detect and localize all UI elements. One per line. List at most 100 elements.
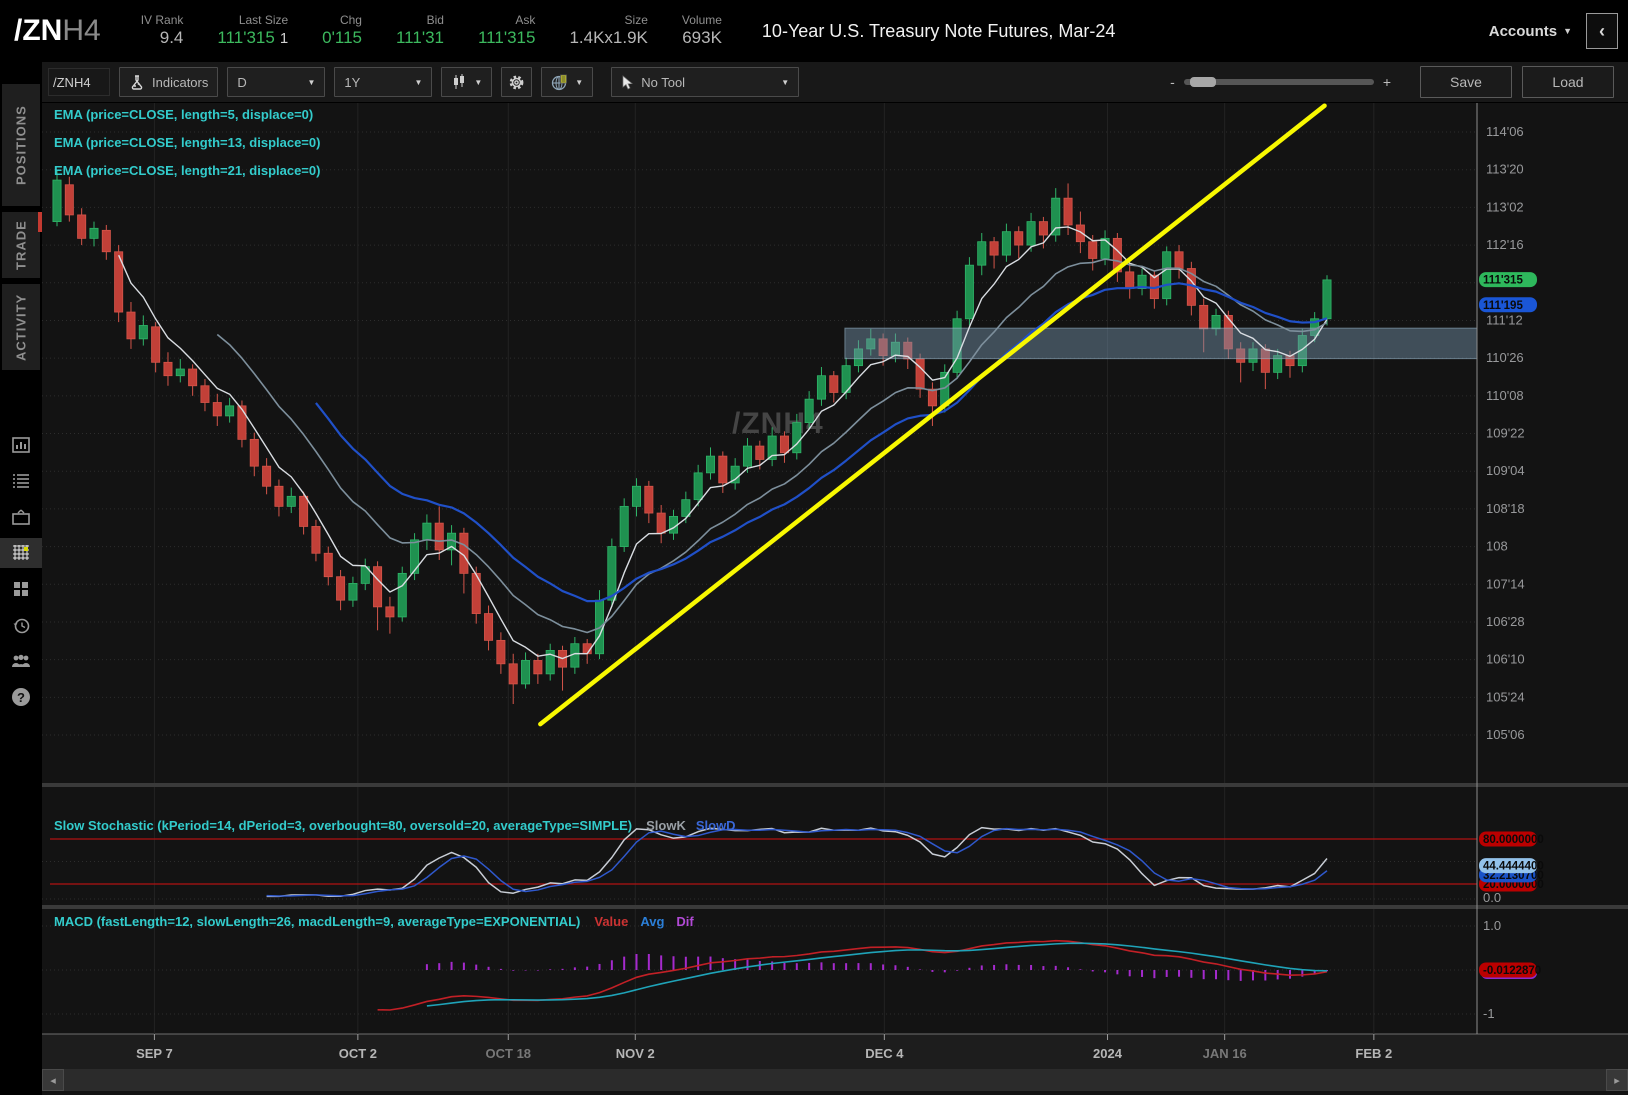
price-axis-label: 108 xyxy=(1486,539,1508,554)
support-zone xyxy=(844,327,1478,360)
chevron-down-icon: ▼ xyxy=(781,77,790,87)
price-axis-label: 109'04 xyxy=(1486,463,1525,478)
quote-stat: Size 1.4Kx1.9K xyxy=(569,13,647,50)
scroll-left-icon[interactable]: ◂ xyxy=(42,1069,64,1091)
community-icon[interactable] xyxy=(0,646,42,676)
price-axis-label: 110'08 xyxy=(1486,388,1524,403)
stat-value: 693K xyxy=(682,27,722,47)
ema-13-line xyxy=(216,258,1328,634)
quote-stat: Bid 111'31 xyxy=(396,13,444,50)
save-button[interactable]: Save xyxy=(1420,66,1512,98)
chart-toolbar: Indicators D▼ 1Y▼ ▼ ▼ No Tool xyxy=(42,62,1628,103)
price-axis-label: 113'02 xyxy=(1486,199,1524,214)
chart-canvas[interactable]: SEP 7 OCT 2 OCT 18 NOV 2 DEC 4 2024 JAN 16 FEB … xyxy=(42,103,1628,1069)
slowd-line xyxy=(266,827,1328,897)
macd-value-badge xyxy=(1479,962,1537,978)
quote-stats: IV Rank 9.4 Last Size 111'315 1 Chg 0'115 Bid 11… xyxy=(141,13,756,50)
zoom-in-button[interactable]: + xyxy=(1382,74,1391,90)
chart-grid-dropdown[interactable]: ▼ xyxy=(541,67,594,97)
price-chart[interactable]: SEP 7 OCT 2 OCT 18 NOV 2 DEC 4 2024 JAN 16 FEB … xyxy=(42,103,1628,1069)
x-axis-label: OCT 2 xyxy=(339,1046,377,1061)
timeframe-value: D xyxy=(237,74,247,90)
news-chart-icon[interactable] xyxy=(0,430,42,460)
instrument-title: 10-Year U.S. Treasury Note Futures, Mar-… xyxy=(761,20,1116,41)
drawing-tool-dropdown[interactable]: No Tool ▼ xyxy=(611,67,800,97)
stat-label: Chg xyxy=(339,12,362,27)
scroll-right-icon[interactable]: ▸ xyxy=(1606,1069,1628,1091)
save-label: Save xyxy=(1450,74,1482,90)
chart-settings-button[interactable] xyxy=(501,67,533,97)
stochastic-legend: Slow Stochastic (kPeriod=14, dPeriod=3, … xyxy=(54,818,736,833)
price-axis-label: 110'26 xyxy=(1486,350,1524,365)
price-axis-label: 112'16 xyxy=(1486,237,1524,252)
sidebar-tab-positions[interactable]: POSITIONS xyxy=(2,84,40,206)
stochastic-badge-text: 44.4444400 xyxy=(1483,861,1544,873)
sidebar-tab-trade[interactable]: TRADE xyxy=(2,212,40,278)
stat-value: 111'315 1 xyxy=(217,27,289,47)
price-axis-label: 105'24 xyxy=(1486,689,1525,704)
timeframe-dropdown[interactable]: D ▼ xyxy=(227,67,326,97)
price-axis-label: 113'20 xyxy=(1486,162,1524,177)
candlestick-icon xyxy=(454,74,465,89)
quote-stat: Ask 111'315 xyxy=(478,13,535,50)
pane-divider xyxy=(42,783,1628,787)
price-axis-label: 106'28 xyxy=(1486,614,1525,629)
cursor-icon xyxy=(622,74,634,89)
load-label: Load xyxy=(1552,74,1584,90)
indicators-button[interactable]: Indicators xyxy=(119,67,219,97)
bid-price-badge xyxy=(1479,297,1537,313)
load-button[interactable]: Load xyxy=(1522,66,1614,98)
chevron-left-icon: ‹ xyxy=(1599,20,1605,41)
symbol: /ZNH4 xyxy=(14,14,101,48)
macd-axis-top: 1.0 xyxy=(1483,918,1501,933)
stat-value: 1.4Kx1.9K xyxy=(569,27,648,47)
chart-type-dropdown[interactable]: ▼ xyxy=(441,67,493,97)
accounts-menu[interactable]: Accounts ▼ xyxy=(1489,23,1572,40)
zoom-slider[interactable] xyxy=(1183,77,1374,87)
indicators-label: Indicators xyxy=(152,74,209,90)
stat-value: 0'115 xyxy=(322,27,362,47)
ema-legend: EMA (price=CLOSE, length=21, displace=0) xyxy=(54,163,320,178)
stat-label: Size xyxy=(624,12,648,27)
stochastic-badge-text: 80.0000000 xyxy=(1483,834,1544,846)
pane-divider xyxy=(42,905,1628,909)
watchlist-icon[interactable] xyxy=(0,466,42,496)
chevron-down-icon: ▼ xyxy=(414,77,423,87)
bid-price-badge-text: 111'195 xyxy=(1483,300,1523,312)
symbol-input[interactable] xyxy=(48,68,110,96)
quote-stat: Volume 693K xyxy=(682,13,722,50)
history-icon[interactable] xyxy=(0,610,42,640)
globe-grid-icon xyxy=(552,74,568,90)
charts-icon[interactable] xyxy=(0,538,42,568)
stat-value: 111'315 xyxy=(477,27,536,47)
chevron-down-icon: ▼ xyxy=(575,77,584,87)
tv-icon[interactable] xyxy=(0,502,42,532)
price-axis-label: 105'06 xyxy=(1486,727,1525,742)
range-dropdown[interactable]: 1Y ▼ xyxy=(334,67,433,97)
chevron-down-icon: ▼ xyxy=(307,77,316,87)
zoom-out-button[interactable]: - xyxy=(1170,74,1175,90)
stat-label: Last Size xyxy=(238,12,289,27)
stat-label: Ask xyxy=(515,12,536,27)
ema-5-line xyxy=(118,226,1328,660)
range-value: 1Y xyxy=(344,74,361,90)
last-price-badge-text: 111'315 xyxy=(1483,275,1523,287)
stochastic-badge xyxy=(1479,831,1537,847)
collapse-panel-button[interactable]: ‹ xyxy=(1586,13,1618,49)
last-price-badge xyxy=(1479,272,1537,288)
stochastic-zero-label: 0.0 xyxy=(1483,890,1501,905)
x-axis-label: JAN 16 xyxy=(1203,1046,1247,1061)
help-icon[interactable]: ? xyxy=(0,682,42,712)
gear-icon xyxy=(509,75,524,89)
trade-alert-marker xyxy=(38,212,42,232)
quote-stat: IV Rank 9.4 xyxy=(141,13,184,50)
header: /ZNH4 IV Rank 9.4 Last Size 111'315 1 Chg 0'11… xyxy=(0,0,1628,62)
zoom-slider-thumb[interactable] xyxy=(1189,77,1216,87)
sidebar-tab-activity[interactable]: ACTIVITY xyxy=(2,284,40,370)
x-axis-label: SEP 7 xyxy=(136,1046,173,1061)
grid-layout-icon[interactable] xyxy=(0,574,42,604)
macd-legend: MACD (fastLength=12, slowLength=26, macd… xyxy=(54,914,694,929)
chart-scrollbar[interactable]: ◂ ▸ xyxy=(42,1069,1628,1091)
quote-stat: Chg 0'115 xyxy=(322,13,362,50)
